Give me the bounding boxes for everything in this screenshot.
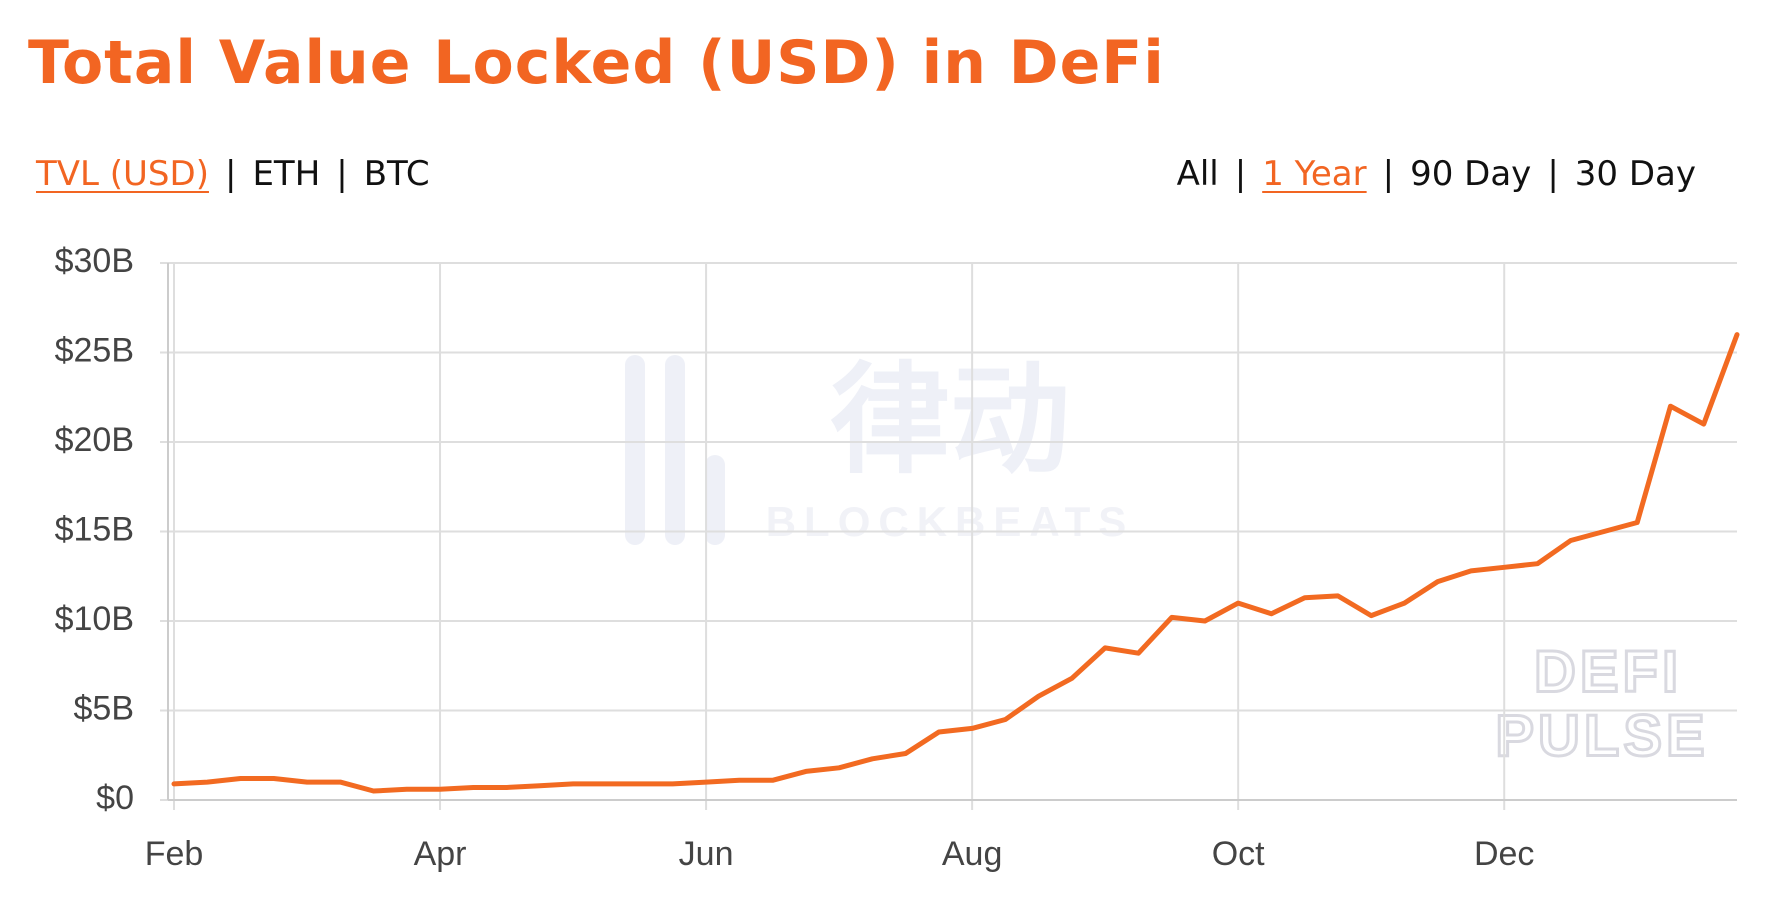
nav-link[interactable]: 90 Day (1410, 154, 1532, 194)
x-tick-label: Apr (414, 835, 467, 873)
metric-nav: TVL (USD) | ETH | BTC (36, 154, 430, 194)
x-tick-label: Feb (145, 835, 204, 873)
watermark: BLOCKBEATS (766, 498, 1135, 545)
watermark: DEFI (1534, 639, 1682, 704)
nav-link[interactable]: All (1176, 154, 1219, 194)
separator: | (1234, 154, 1247, 194)
y-tick-label: $10B (55, 600, 134, 638)
watermark: 律动 (830, 354, 1070, 488)
x-tick-label: Jun (679, 835, 734, 873)
nav-link[interactable]: BTC (363, 154, 430, 194)
y-tick-label: $0 (96, 779, 134, 817)
nav-link[interactable]: TVL (USD) (36, 154, 209, 194)
watermark: PULSE (1495, 703, 1708, 768)
separator: | (1547, 154, 1559, 194)
nav-link[interactable]: 1 Year (1262, 154, 1367, 194)
nav-link[interactable]: ETH (252, 154, 321, 194)
watermark-bar (665, 355, 685, 545)
x-tick-label: Oct (1212, 835, 1265, 873)
chart-title: Total Value Locked (USD) in DeFi (28, 28, 1165, 98)
nav-link[interactable]: 30 Day (1574, 154, 1696, 194)
watermark-bar (625, 355, 645, 545)
y-tick-label: $15B (55, 510, 134, 548)
separator: | (336, 154, 348, 194)
y-tick-label: $25B (55, 331, 134, 369)
separator: | (224, 154, 237, 194)
x-tick-label: Aug (942, 835, 1003, 873)
watermark-bar (705, 455, 725, 545)
x-tick-label: Dec (1474, 835, 1534, 873)
range-nav: All | 1 Year | 90 Day | 30 Day (1177, 154, 1696, 194)
separator: | (1382, 154, 1395, 194)
line (171, 332, 1740, 794)
y-tick-label: $30B (55, 242, 134, 280)
y-tick-label: $20B (55, 421, 134, 459)
y-tick-label: $5B (74, 689, 135, 727)
